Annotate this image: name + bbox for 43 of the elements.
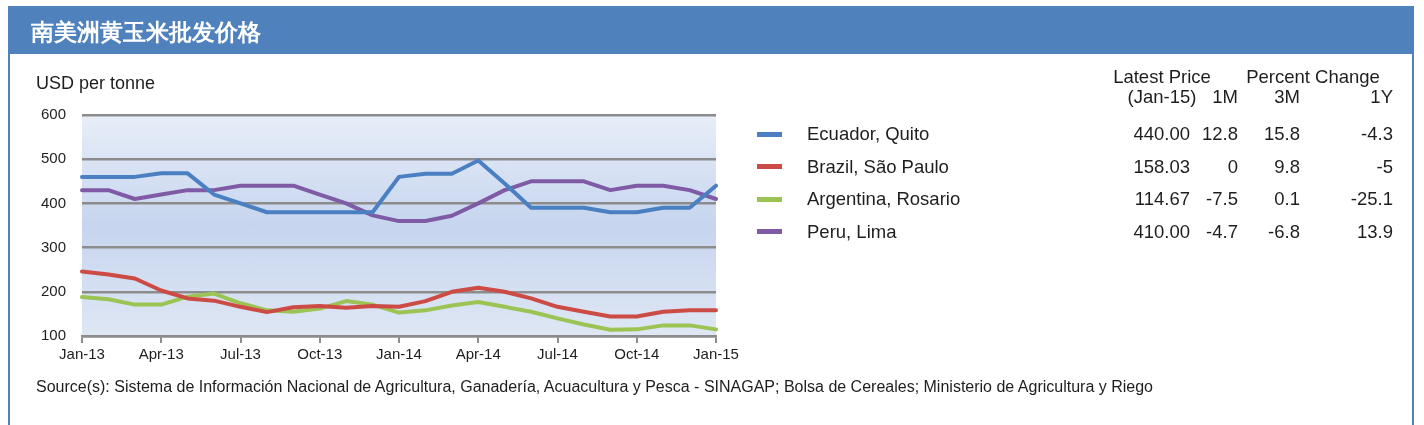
y-tick-label: 400 <box>40 193 66 211</box>
x-tick-label: Jul-14 <box>537 345 578 363</box>
text: Latest Price (Jan-15) <box>1113 66 1211 107</box>
y-tick-label: 100 <box>40 326 66 344</box>
y-tick-label: 300 <box>40 237 66 255</box>
text: 13.9 <box>1356 220 1393 242</box>
text: -5 <box>1376 155 1393 177</box>
y-tick-label: 600 <box>40 105 66 123</box>
text: 1M <box>1212 86 1238 107</box>
x-tick-label: Jan-15 <box>693 345 739 363</box>
x-tick-label: Jan-13 <box>59 345 105 363</box>
text: 15.8 <box>1263 123 1300 144</box>
legend-label: Peru, Lima <box>807 220 897 243</box>
text: 158.03 <box>1133 155 1190 177</box>
text: 0 <box>1227 155 1238 177</box>
text: -4.7 <box>1206 220 1238 242</box>
text: 1Y <box>1370 86 1393 107</box>
x-tick-label: Oct-13 <box>297 345 343 363</box>
x-tick-label: Apr-13 <box>138 345 184 363</box>
text: -4.3 <box>1361 123 1393 144</box>
y-axis-title: USD per tonne <box>36 72 156 94</box>
x-tick-label: Jan-14 <box>376 345 422 363</box>
text: 410.00 <box>1133 220 1190 242</box>
y-tick-label: 200 <box>40 281 66 299</box>
legend-label: Argentina, Rosario <box>807 188 961 210</box>
legend-label: Brazil, São Paulo <box>807 155 949 178</box>
x-tick-label: Apr-14 <box>455 345 501 363</box>
text: 114.67 <box>1134 188 1190 209</box>
text: -6.8 <box>1268 220 1300 242</box>
text: 440.00 <box>1133 123 1190 144</box>
text: -25.1 <box>1350 188 1393 209</box>
legend-label: Ecuador, Quito <box>807 123 930 145</box>
text: 0.1 <box>1274 188 1300 209</box>
y-tick-label: 500 <box>40 149 66 167</box>
x-tick-label: Oct-14 <box>614 345 660 363</box>
text: 3M <box>1274 86 1300 107</box>
x-tick-label: Jul-13 <box>220 345 261 363</box>
chart-title: 南美洲黄玉米批发价格 <box>31 18 261 47</box>
text: 9.8 <box>1274 155 1300 177</box>
text: 12.8 <box>1201 123 1238 144</box>
text: Percent Change <box>1246 66 1380 87</box>
source-note: Source(s): Sistema de Información Nacional de Agricultura, Ganadería, Acuacultura y Pesca - SINAGAP; Bolsa de Cereales; Ministerio de Agricultura y Riego <box>36 377 1154 397</box>
text: -7.5 <box>1206 188 1238 209</box>
